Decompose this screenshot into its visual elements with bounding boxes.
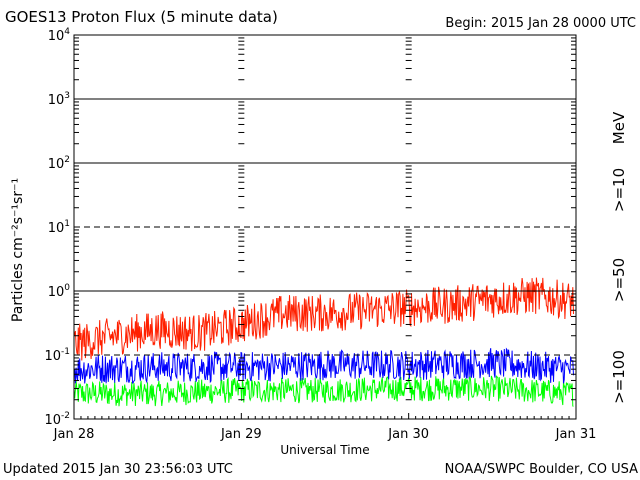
- y-tick-label-5: 10-1: [44, 347, 70, 364]
- y-axis-label: Particles cm⁻²s⁻¹sr⁻¹: [10, 178, 26, 322]
- y-tick-label-4: 100: [48, 283, 71, 300]
- y-tick-label-2: 102: [48, 155, 70, 172]
- y-tick-label-1: 103: [48, 91, 70, 108]
- series-line-0: [73, 277, 574, 361]
- unit-label: MeV: [610, 111, 628, 144]
- x-tick-label-2: Jan 30: [387, 427, 429, 442]
- legend-series-50mev: >=50: [610, 258, 628, 302]
- y-tick-label-0: 104: [48, 27, 71, 44]
- begin-label: Begin: 2015 Jan 28 0000 UTC: [445, 16, 636, 31]
- y-tick-label-3: 101: [48, 219, 70, 236]
- x-tick-label-1: Jan 29: [220, 427, 262, 442]
- chart-title: GOES13 Proton Flux (5 minute data): [5, 8, 278, 26]
- legend-series-10mev: >=10: [610, 168, 628, 212]
- y-tick-label-6: 10-2: [44, 411, 70, 428]
- series-line-2: [73, 375, 574, 407]
- updated-label: Updated 2015 Jan 30 23:56:03 UTC: [3, 462, 233, 477]
- legend-series-100mev: >=100: [610, 350, 628, 404]
- credit-label: NOAA/SWPC Boulder, CO USA: [445, 462, 638, 477]
- series-line-1: [73, 347, 574, 384]
- x-tick-label-3: Jan 31: [555, 427, 597, 442]
- plot-frame: [73, 34, 577, 420]
- x-tick-label-0: Jan 28: [53, 427, 95, 442]
- x-axis-label: Universal Time: [280, 443, 369, 457]
